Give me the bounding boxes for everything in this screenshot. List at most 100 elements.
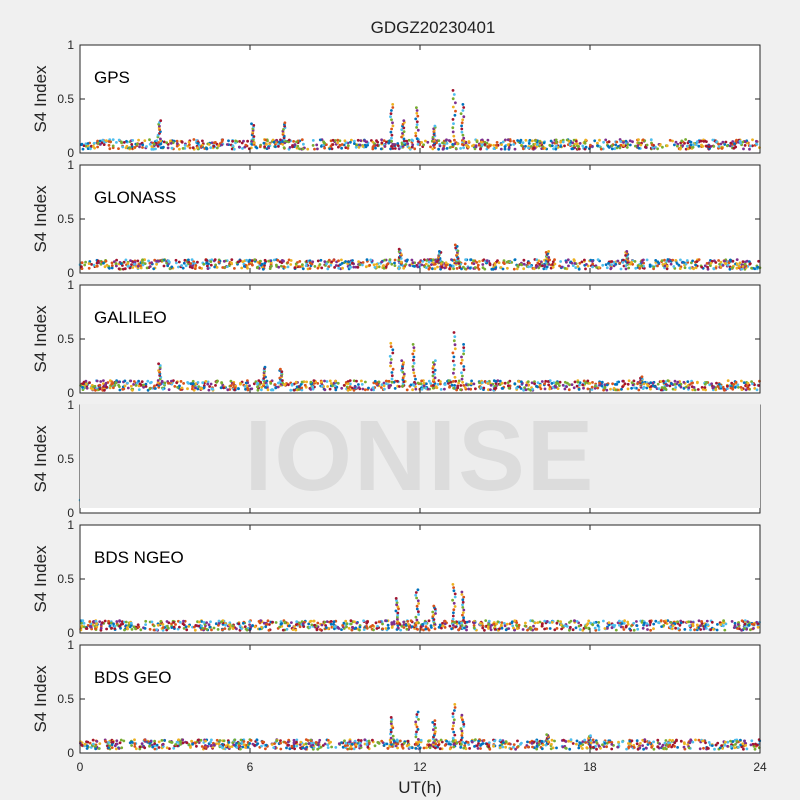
data-point: [596, 258, 600, 261]
data-point: [499, 266, 503, 269]
data-point: [270, 264, 273, 268]
data-point: [585, 263, 588, 266]
data-point: [160, 259, 164, 262]
data-point: [308, 261, 312, 265]
data-point: [448, 263, 452, 267]
data-point: [523, 624, 527, 628]
data-point: [674, 386, 678, 389]
data-point: [268, 267, 272, 270]
data-point: [349, 140, 352, 144]
spike-point: [460, 371, 463, 375]
data-point: [712, 267, 716, 271]
data-point: [354, 626, 358, 630]
data-point: [384, 265, 388, 269]
spike-point: [461, 109, 465, 112]
data-point: [387, 141, 391, 145]
data-point: [363, 388, 367, 392]
data-point: [422, 384, 426, 388]
data-point: [283, 620, 287, 624]
data-point: [561, 383, 565, 387]
data-point: [182, 623, 186, 627]
data-point: [137, 379, 141, 383]
data-point: [635, 620, 638, 623]
data-point: [596, 624, 600, 627]
data-point: [513, 382, 517, 386]
data-point: [522, 258, 526, 262]
data-point: [445, 147, 449, 150]
data-point: [212, 144, 216, 148]
spike-point: [390, 118, 393, 122]
data-point: [188, 265, 192, 269]
spike-point: [462, 384, 466, 387]
data-point: [315, 628, 319, 632]
data-point: [663, 258, 666, 262]
data-point: [209, 620, 212, 624]
data-point: [524, 144, 527, 148]
data-point: [103, 619, 107, 623]
data-point: [692, 386, 696, 389]
data-point: [219, 386, 223, 390]
data-point: [424, 139, 427, 143]
data-point: [200, 620, 204, 623]
data-point: [197, 620, 201, 624]
data-point: [609, 387, 612, 391]
data-point: [152, 624, 156, 628]
data-point: [175, 139, 179, 143]
data-point: [742, 147, 745, 151]
data-point: [386, 623, 390, 627]
data-point: [168, 267, 172, 271]
data-point: [535, 258, 539, 262]
data-point: [575, 384, 579, 388]
data-point: [425, 259, 429, 262]
data-point: [271, 138, 275, 142]
data-point: [324, 624, 327, 627]
data-point: [230, 258, 234, 261]
data-point: [551, 262, 555, 266]
spike-point: [401, 132, 404, 135]
data-point: [479, 386, 483, 389]
data-point: [685, 144, 689, 148]
data-point: [95, 261, 99, 265]
data-point: [485, 259, 489, 263]
data-point: [538, 384, 542, 387]
data-point: [178, 620, 182, 624]
spike-point: [462, 136, 466, 140]
spike-point: [452, 380, 455, 383]
data-point: [408, 146, 411, 150]
data-point: [411, 261, 415, 264]
data-point: [157, 259, 161, 263]
spike-point: [411, 352, 415, 356]
data-point: [205, 261, 209, 265]
data-point: [118, 388, 122, 392]
y-tick-label: 0: [67, 146, 74, 160]
data-point: [145, 266, 149, 270]
spike-point: [414, 377, 417, 381]
data-point: [405, 627, 409, 631]
spike-point: [640, 375, 644, 379]
data-point: [620, 622, 624, 625]
data-point: [155, 262, 159, 266]
data-point: [329, 622, 333, 626]
y-tick-label: 0: [67, 266, 74, 280]
data-point: [737, 385, 740, 389]
data-point: [308, 267, 312, 270]
data-point: [668, 384, 672, 388]
data-point: [536, 264, 539, 268]
data-point: [217, 623, 220, 627]
data-point: [336, 381, 340, 385]
data-point: [148, 387, 152, 391]
data-point: [351, 259, 354, 262]
data-point: [469, 387, 473, 391]
data-point: [152, 628, 156, 632]
data-point: [755, 139, 758, 143]
data-point: [120, 140, 123, 144]
data-point: [420, 141, 423, 144]
data-point: [435, 141, 438, 145]
data-point: [170, 265, 174, 269]
data-point: [286, 622, 290, 625]
spike-point: [283, 121, 287, 125]
data-point: [575, 142, 579, 146]
data-point: [712, 145, 716, 148]
data-point: [205, 621, 209, 624]
data-point: [367, 386, 370, 390]
